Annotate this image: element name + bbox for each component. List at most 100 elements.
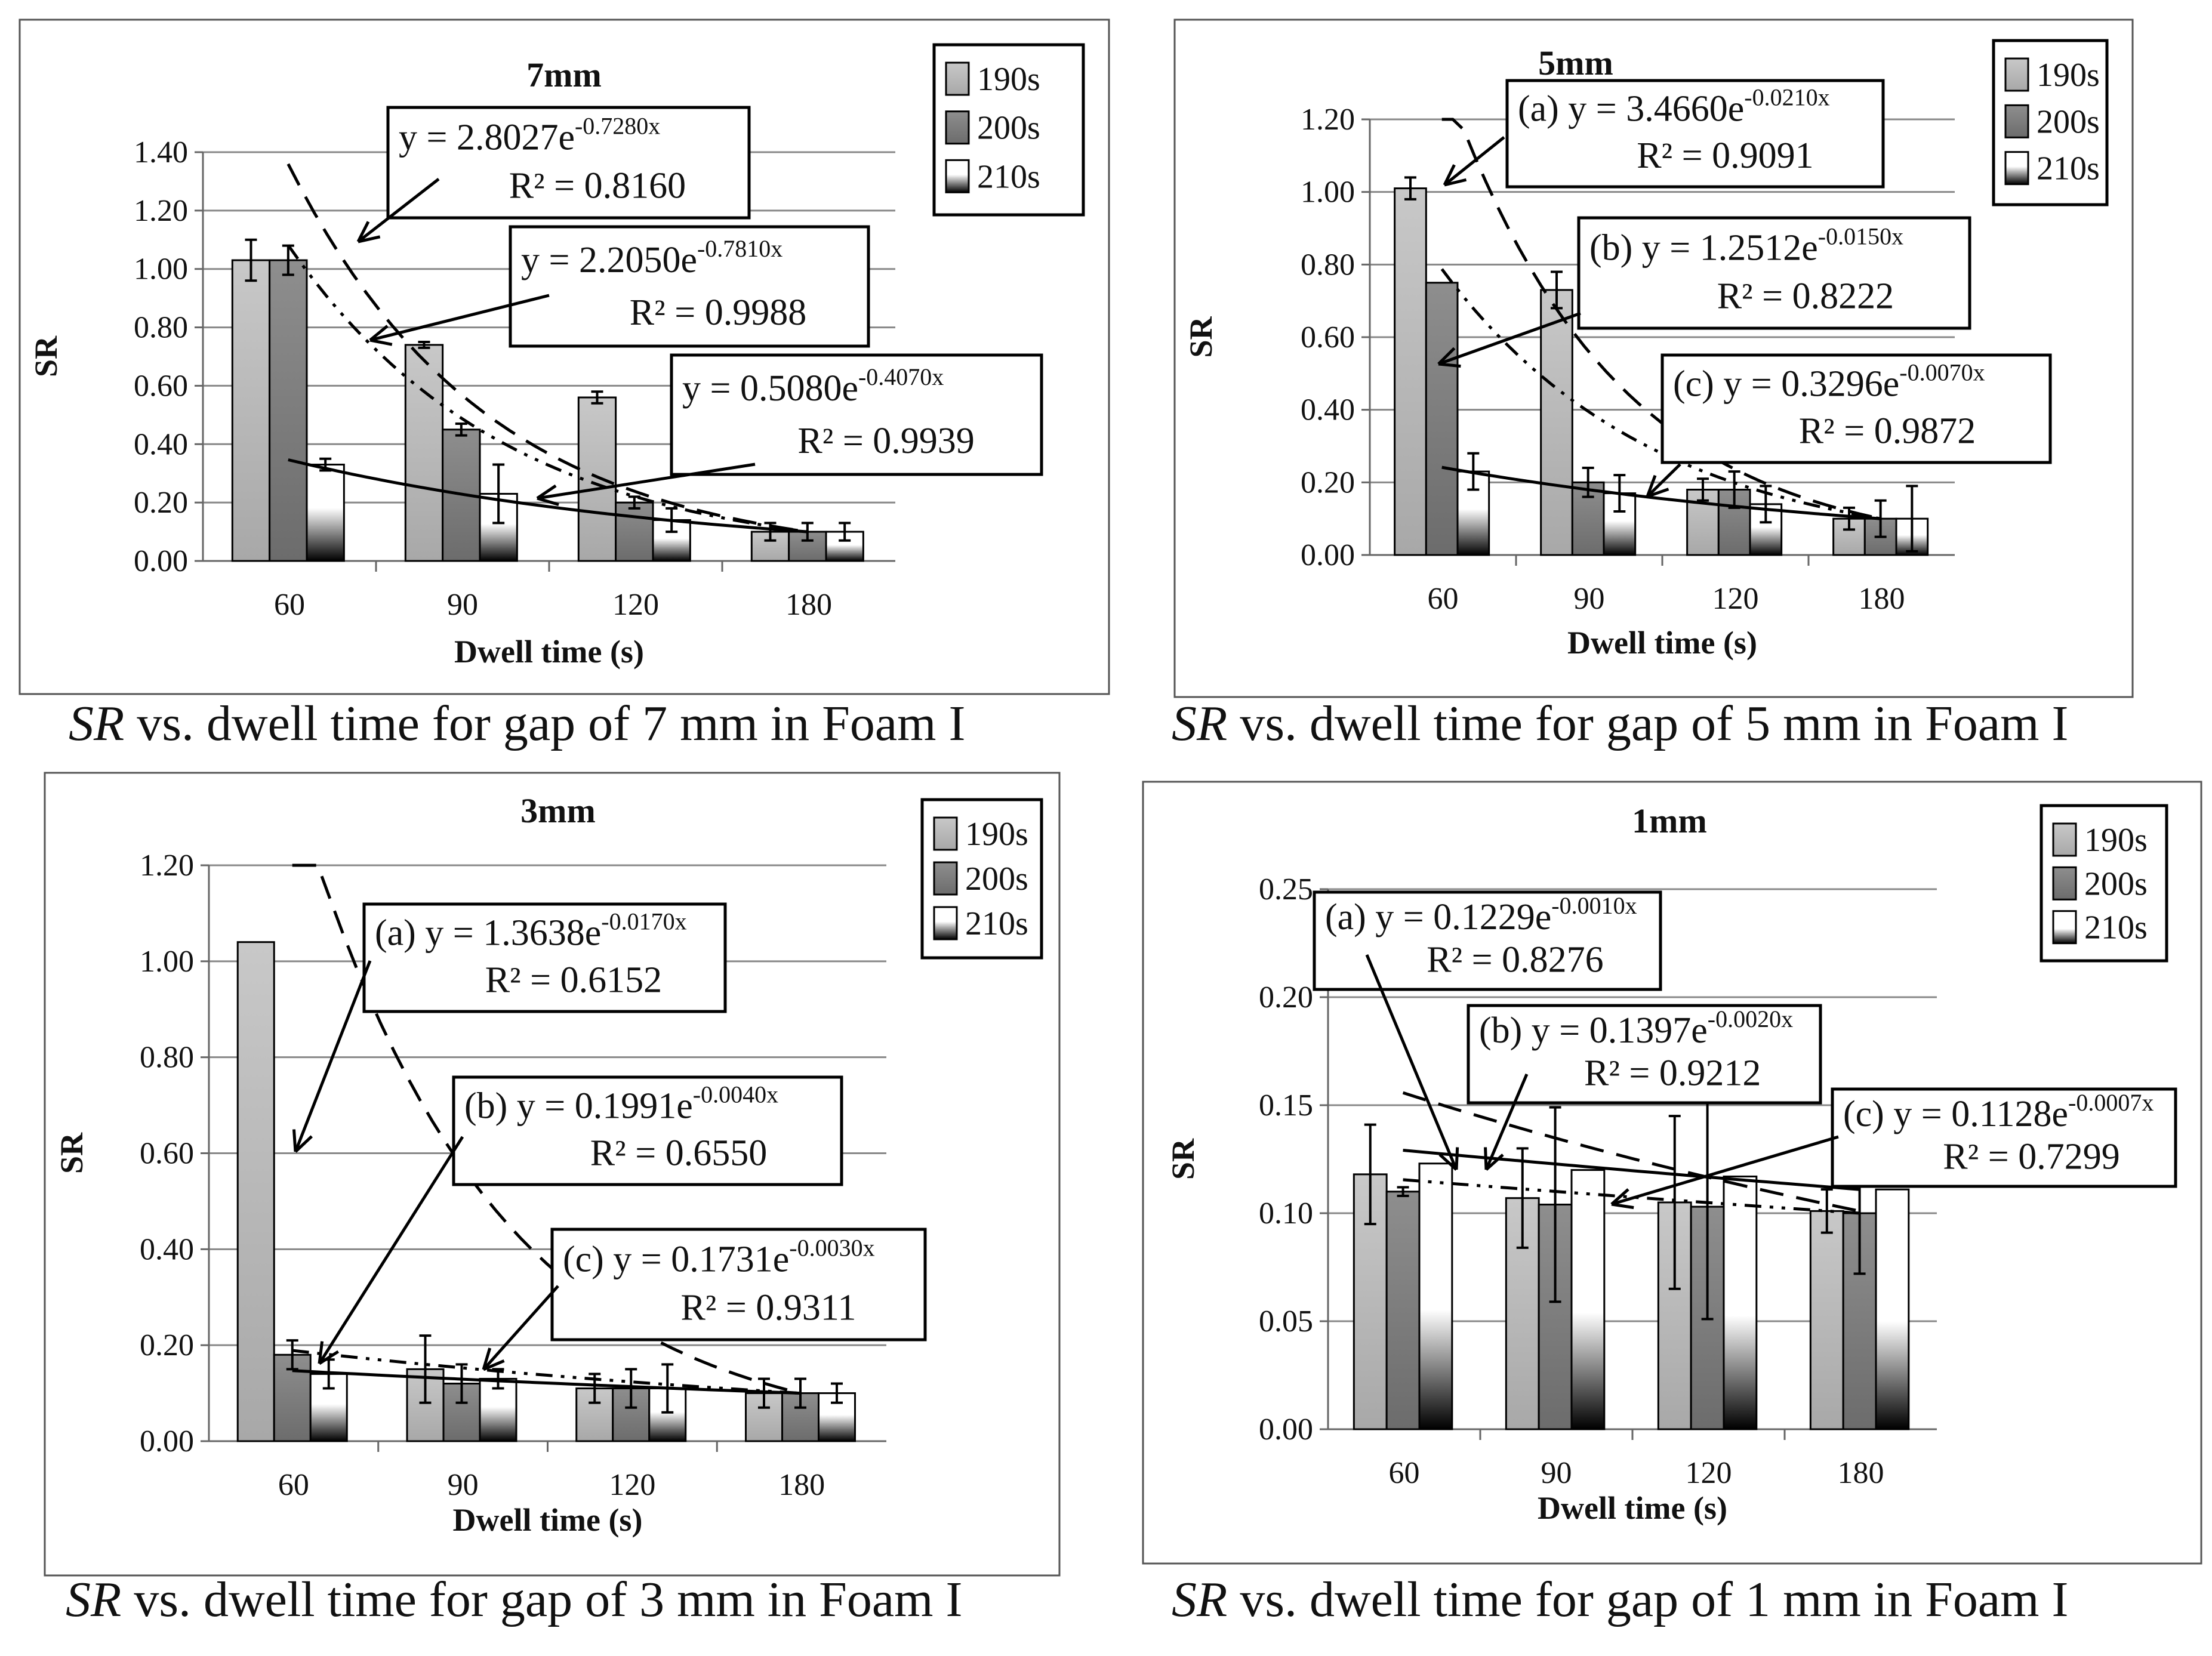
y-tick-label: 0.00 [1301,538,1355,572]
arrow-head [1443,164,1467,187]
trendline-210s [1441,465,1881,520]
x-tick-label: 180 [1859,582,1905,616]
x-tick-label: 180 [778,1468,825,1502]
r-squared-text: R² = 0.7299 [1943,1137,2119,1177]
equation-text: y = 2.2050e-0.7810x [521,235,782,280]
legend-swatch-190s [2052,822,2077,857]
trendline-210s [1403,1149,1860,1191]
bar-210s [306,464,345,562]
y-tick-label: 0.40 [134,427,188,461]
y-tick-label: 1.20 [134,194,188,228]
figure-caption: SR vs. dwell time for gap of 5 mm in Foa… [1172,696,2068,751]
equation-box [1831,1087,2177,1188]
x-tick-label: 60 [1428,582,1459,616]
x-tick-label: 90 [447,588,478,622]
arrow-head [369,325,393,346]
equation-exponent: -0.0030x [789,1234,874,1261]
equation-text: (c) y = 0.1128e-0.0007x [1843,1089,2154,1134]
caption-text: vs. dwell time for gap of 5 mm in Foam I [1227,696,2068,751]
legend-swatch-190s [2004,57,2029,92]
legend-label: 200s [2084,865,2148,902]
equation-box [509,225,870,348]
callout-arrow [1646,463,1681,498]
equation-text: y = 2.8027e-0.7280x [399,112,660,158]
legend-label: 200s [977,110,1040,147]
callout-arrow [294,960,372,1152]
equation-base: (c) y = 0.3296e [1673,363,1899,404]
x-tick-label: 90 [448,1468,479,1502]
chart-panel-5mm: 0.00 0.20 0.40 0.60 0.80 1.00 1.20 60 90 120 180 (a… [1173,18,2134,698]
legend-swatch-200s [2004,104,2029,138]
callout-arrow [318,1136,464,1365]
equation-exponent: -0.7280x [575,112,660,139]
y-axis-label: SR [1183,316,1219,357]
bar-210s [1570,1169,1606,1430]
arrow-head [1437,347,1461,368]
arrow-head [292,1129,313,1153]
r-squared-text: R² = 0.8222 [1717,276,1894,317]
bar-190s [577,396,617,562]
y-tick-label: 0.80 [1301,248,1355,282]
trendline-200s [286,244,808,534]
bar-190s [1394,187,1427,556]
equation-text: (c) y = 0.3296e-0.0070x [1673,359,1985,404]
arrow-head [1438,1147,1459,1171]
legend-swatch-190s [945,61,970,96]
arrow-head [482,1347,505,1371]
y-tick-label: 0.20 [1259,980,1313,1014]
equation-base: (a) y = 1.3638e [375,912,601,953]
y-tick-label: 0.00 [140,1424,194,1458]
y-tick-label: 0.40 [140,1232,194,1266]
y-axis-label: SR [1165,1138,1201,1180]
y-tick-label: 0.60 [1301,320,1355,354]
legend-swatch-200s [2052,866,2077,901]
y-tick-label: 0.00 [1259,1413,1313,1447]
legend-label: 210s [2037,150,2100,187]
r-squared-text: R² = 0.6550 [590,1133,767,1174]
callout-arrow [1438,312,1581,366]
trendline-190s [286,163,808,534]
bar-210s [1875,1188,1910,1430]
arrow-head [1646,474,1669,498]
legend-label: 190s [977,61,1040,98]
equation-text: (b) y = 0.1991e-0.0040x [464,1081,778,1126]
equation-base: (a) y = 0.1229e [1325,897,1551,938]
bar-200s [1385,1191,1421,1430]
trendline-210s [288,458,808,534]
bar-210s [1603,492,1637,556]
equation-exponent: -0.0010x [1551,892,1637,919]
equation-text: (c) y = 0.1731e-0.0030x [563,1234,875,1279]
y-tick-label: 0.15 [1259,1088,1313,1122]
bar-190s [1809,1210,1844,1430]
arrow-head [1484,1147,1504,1171]
x-tick-label: 180 [1838,1456,1884,1490]
y-tick-label: 0.80 [134,311,188,345]
bar-200s [269,259,308,562]
equation-exponent: -0.4070x [858,363,944,390]
arrow-head [318,1341,340,1365]
chart-title: 5mm [1538,44,1613,82]
chart-title: 3mm [520,791,596,830]
arrow-head [1610,1188,1634,1210]
chart-panel-1mm: 0.00 0.05 0.10 0.15 0.20 0.25 60 90 120 180 (a) y … [1142,781,2202,1565]
callout-arrow [1484,1074,1529,1170]
legend-swatch-200s [933,861,958,896]
y-tick-label: 0.25 [1259,872,1313,906]
x-tick-label: 90 [1541,1456,1572,1490]
bar-190s [404,344,444,562]
y-tick-label: 0.05 [1259,1305,1313,1339]
equation-base: y = 0.5080e [682,368,858,409]
equation-exponent: -0.0070x [1899,359,1985,386]
figure-caption: SR vs. dwell time for gap of 3 mm in Foa… [66,1572,962,1627]
equation-base: (c) y = 0.1128e [1843,1094,2068,1134]
equation-base: (b) y = 0.1991e [464,1086,693,1126]
equation-box [386,106,751,220]
equation-exponent: -0.0150x [1818,223,1903,249]
legend-label: 210s [977,158,1040,195]
equation-box [550,1228,927,1342]
x-tick-label: 120 [609,1468,655,1502]
bar-200s [615,501,654,562]
legend-swatch-210s [2004,151,2029,186]
equation-base: (c) y = 0.1731e [563,1239,789,1279]
